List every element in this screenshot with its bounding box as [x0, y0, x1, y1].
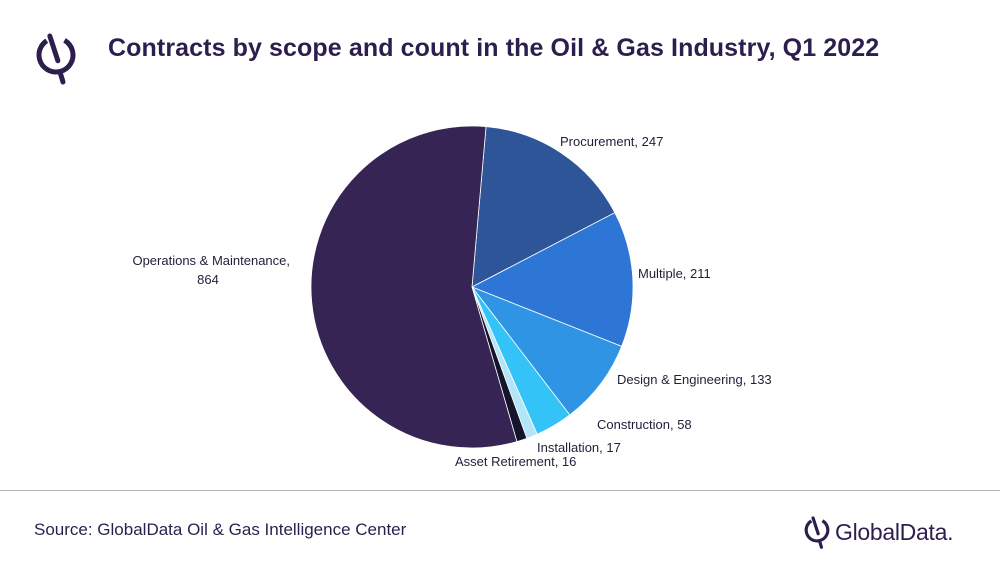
brand-name: GlobalData.	[835, 519, 954, 545]
data-label-asset-retirement: Asset Retirement, 16	[455, 454, 576, 469]
data-label-procurement: Procurement, 247	[560, 134, 663, 149]
data-label-operations-maintenance: Operations & Maintenance,	[132, 253, 290, 268]
data-label-installation: Installation, 17	[537, 440, 621, 455]
data-label-design-engineering: Design & Engineering, 133	[617, 372, 772, 387]
footer-divider	[0, 490, 1000, 491]
data-label-operations-maintenance-value: 864	[197, 272, 219, 287]
pie-slice-multiple	[471, 212, 634, 347]
pie-slices	[310, 125, 634, 449]
pie-slice-procurement	[471, 126, 616, 288]
slice-labels: Procurement, 247 Multiple, 211 Design & En…	[132, 134, 771, 469]
pie-slice-operations-maintenance	[310, 125, 518, 449]
globaldata-mark-icon	[804, 516, 830, 549]
globaldata-logo-icon	[36, 33, 76, 85]
data-label-construction: Construction, 58	[597, 417, 692, 432]
pie-slice-design-engineering	[470, 286, 623, 416]
data-label-multiple: Multiple, 211	[638, 266, 711, 281]
chart-title: Contracts by scope and count in the Oil …	[108, 34, 880, 62]
source-note: Source: GlobalData Oil & Gas Intelligenc…	[34, 520, 407, 539]
globaldata-brand: GlobalData.	[803, 512, 973, 552]
pie-chart: Procurement, 247 Multiple, 211 Design & En…	[132, 125, 772, 469]
